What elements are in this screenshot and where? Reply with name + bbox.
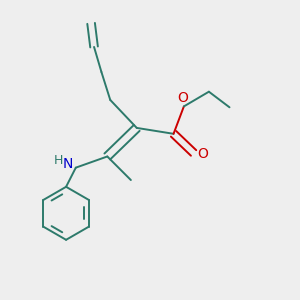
Text: N: N <box>62 157 73 171</box>
Text: H: H <box>54 154 63 167</box>
Text: O: O <box>197 147 208 161</box>
Text: O: O <box>177 91 188 105</box>
